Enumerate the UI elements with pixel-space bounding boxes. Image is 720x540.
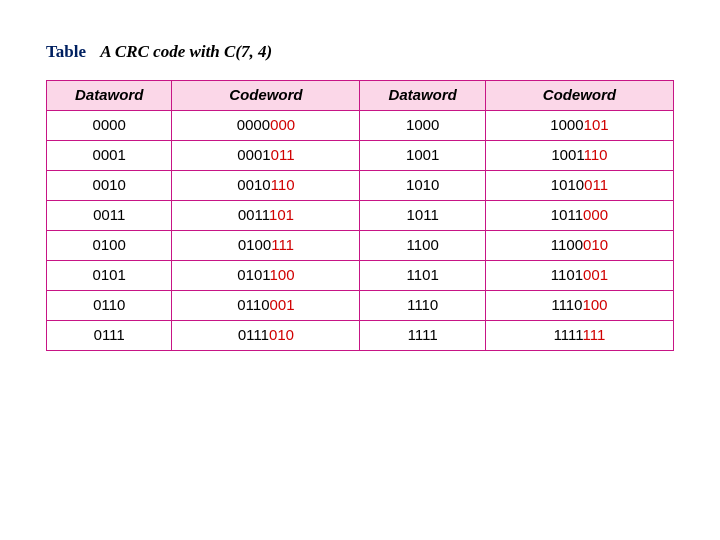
codeword-cell: 1001110 [485,141,673,171]
codeword-prefix: 1101 [551,267,583,284]
caption-label: Table [46,42,86,61]
codeword-prefix: 1000 [550,117,583,134]
codeword-crc-bits: 001 [270,297,295,314]
table-row: 0010001011010101010011 [47,171,674,201]
codeword-crc-bits: 000 [583,207,608,224]
codeword-prefix: 1010 [551,177,584,194]
table-row: 0100010011111001100010 [47,231,674,261]
codeword-prefix: 0110 [237,297,269,314]
dataword-cell: 0110 [47,291,172,321]
dataword-cell: 1110 [360,291,485,321]
codeword-crc-bits: 110 [584,147,608,164]
dataword-cell: 0000 [47,111,172,141]
codeword-cell: 1111111 [485,321,673,351]
codeword-cell: 0110001 [172,291,360,321]
codeword-prefix: 0101 [237,267,269,284]
dataword-cell: 0100 [47,231,172,261]
codeword-cell: 0010110 [172,171,360,201]
codeword-crc-bits: 010 [269,327,294,344]
codeword-cell: 0111010 [172,321,360,351]
table-row: 0101010110011011101001 [47,261,674,291]
codeword-prefix: 1110 [551,297,582,314]
table-row: 0011001110110111011000 [47,201,674,231]
col-header-dataword-2: Dataword [360,81,485,111]
codeword-crc-bits: 001 [583,267,608,284]
codeword-prefix: 0000 [237,117,270,134]
codeword-prefix: 0010 [237,177,270,194]
dataword-cell: 0011 [47,201,172,231]
codeword-crc-bits: 101 [584,117,609,134]
dataword-cell: 1101 [360,261,485,291]
codeword-prefix: 0111 [238,327,269,344]
codeword-cell: 0101100 [172,261,360,291]
dataword-cell: 1100 [360,231,485,261]
codeword-cell: 0100111 [172,231,360,261]
crc-table-container: Dataword Codeword Dataword Codeword 0000… [46,80,674,351]
codeword-cell: 1101001 [485,261,673,291]
caption-title: A CRC code with C(7, 4) [100,42,272,61]
dataword-cell: 1010 [360,171,485,201]
codeword-prefix: 0100 [238,237,271,254]
dataword-cell: 0001 [47,141,172,171]
col-header-codeword-2: Codeword [485,81,673,111]
crc-table: Dataword Codeword Dataword Codeword 0000… [46,80,674,351]
codeword-cell: 0001011 [172,141,360,171]
codeword-cell: 1100010 [485,231,673,261]
codeword-prefix: 1011 [551,207,583,224]
codeword-prefix: 0001 [237,147,270,164]
codeword-crc-bits: 111 [582,327,605,344]
codeword-crc-bits: 000 [270,117,295,134]
codeword-prefix: 1100 [551,237,583,254]
dataword-cell: 0101 [47,261,172,291]
dataword-cell: 1011 [360,201,485,231]
codeword-cell: 0000000 [172,111,360,141]
codeword-cell: 1000101 [485,111,673,141]
codeword-crc-bits: 100 [270,267,295,284]
codeword-crc-bits: 100 [583,297,608,314]
dataword-cell: 0111 [47,321,172,351]
codeword-prefix: 1111 [554,327,583,344]
codeword-cell: 1011000 [485,201,673,231]
codeword-crc-bits: 110 [271,177,295,194]
dataword-cell: 0010 [47,171,172,201]
dataword-cell: 1111 [360,321,485,351]
table-row: 0000000000010001000101 [47,111,674,141]
col-header-codeword-1: Codeword [172,81,360,111]
codeword-crc-bits: 010 [583,237,608,254]
codeword-crc-bits: 101 [269,207,294,224]
dataword-cell: 1001 [360,141,485,171]
codeword-cell: 1110100 [485,291,673,321]
col-header-dataword-1: Dataword [47,81,172,111]
table-header-row: Dataword Codeword Dataword Codeword [47,81,674,111]
table-row: 0001000101110011001110 [47,141,674,171]
codeword-prefix: 0011 [238,207,269,224]
codeword-crc-bits: 011 [584,177,608,194]
codeword-cell: 0011101 [172,201,360,231]
dataword-cell: 1000 [360,111,485,141]
table-caption: Table A CRC code with C(7, 4) [46,42,674,62]
codeword-crc-bits: 111 [271,237,294,254]
codeword-crc-bits: 011 [271,147,295,164]
codeword-cell: 1010011 [485,171,673,201]
codeword-prefix: 1001 [551,147,583,164]
table-row: 0110011000111101110100 [47,291,674,321]
table-row: 0111011101011111111111 [47,321,674,351]
